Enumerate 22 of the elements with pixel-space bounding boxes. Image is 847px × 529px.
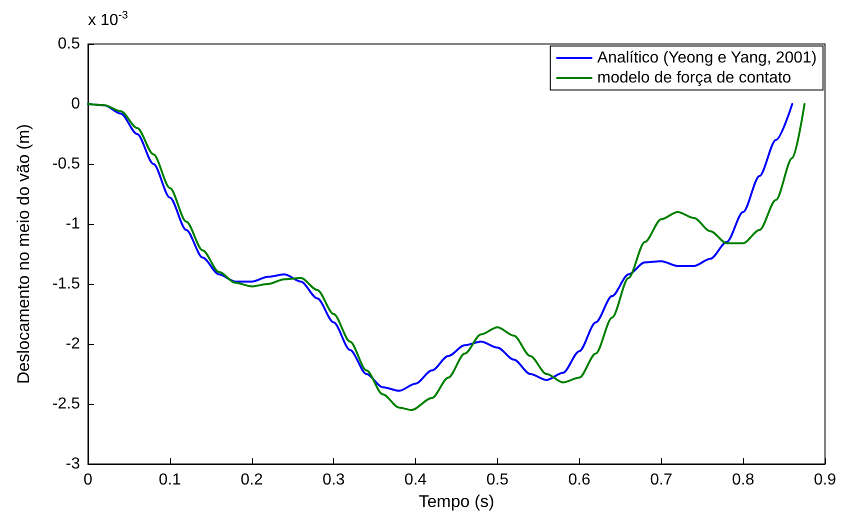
y-axis-title: Deslocamento no meio do vão (m) (14, 124, 33, 384)
x-axis-title: Tempo (s) (418, 492, 494, 511)
x-tick-label: 0 (84, 472, 93, 488)
x-tick-label: 0.3 (322, 472, 345, 488)
x-tick-label: 0.1 (158, 472, 182, 488)
x-tick-label: 0.4 (404, 472, 427, 488)
x-tick-label: 0.6 (568, 472, 591, 488)
x-tick-label: 0.2 (240, 472, 263, 488)
y-tick-label: -3 (66, 456, 80, 472)
legend-label: modelo de força de contato (597, 70, 792, 86)
x-tick-label: 0.8 (732, 472, 754, 488)
legend-label: Analítico (Yeong e Yang, 2001) (597, 50, 817, 66)
x-tick-label: 0.7 (650, 472, 672, 488)
y-tick-label: 0.5 (58, 36, 80, 52)
y-tick-label: -0.5 (52, 156, 80, 172)
x-tick-label: 0.5 (486, 472, 509, 488)
x-tick-label: 0.9 (814, 472, 836, 488)
y-tick-label: -2.5 (52, 396, 80, 412)
y-tick-label: -1 (66, 216, 80, 232)
y-tick-label: -2 (66, 336, 80, 352)
y-tick-label: -1.5 (52, 276, 80, 292)
y-tick-label: 0 (71, 96, 80, 112)
